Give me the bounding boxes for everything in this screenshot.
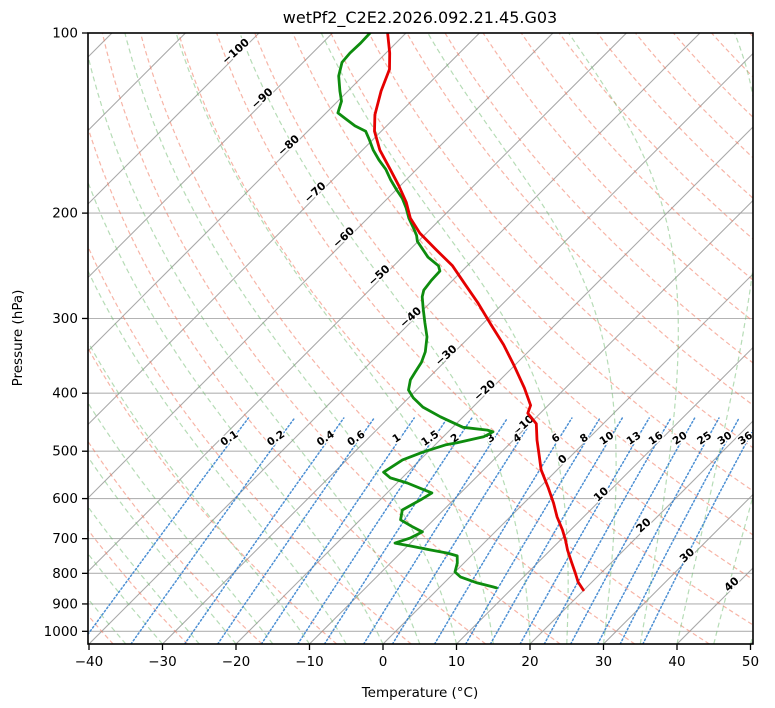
svg-text:20: 20 xyxy=(634,515,654,535)
x-axis-label: Temperature (°C) xyxy=(361,685,479,701)
svg-text:0: 0 xyxy=(379,654,388,670)
svg-text:10: 10 xyxy=(448,654,465,670)
svg-text:−90: −90 xyxy=(249,85,276,111)
chart-title: wetPf2_C2E2.2026.092.21.45.G03 xyxy=(283,8,557,28)
svg-text:30: 30 xyxy=(677,545,697,565)
svg-text:6: 6 xyxy=(550,431,563,445)
svg-text:0.2: 0.2 xyxy=(265,428,287,448)
y-axis-label: Pressure (hPa) xyxy=(10,290,26,387)
svg-text:−60: −60 xyxy=(330,224,357,250)
svg-text:700: 700 xyxy=(52,531,78,547)
svg-text:100: 100 xyxy=(52,26,78,42)
isotherm-grid xyxy=(88,33,753,644)
svg-text:900: 900 xyxy=(52,596,78,612)
svg-text:20: 20 xyxy=(521,654,538,670)
svg-text:600: 600 xyxy=(52,491,78,507)
mixing-ratio-lines xyxy=(88,417,753,644)
svg-text:0.1: 0.1 xyxy=(218,428,240,448)
x-axis: −40 −30 −20 −10 0 10 20 30 40 50 xyxy=(75,644,759,670)
svg-text:400: 400 xyxy=(52,386,78,402)
svg-text:−20: −20 xyxy=(222,654,251,670)
plot-border xyxy=(87,32,754,645)
svg-text:36: 36 xyxy=(736,429,755,447)
svg-text:50: 50 xyxy=(742,654,759,670)
svg-text:−50: −50 xyxy=(366,262,393,288)
svg-text:1: 1 xyxy=(390,431,403,445)
svg-text:200: 200 xyxy=(52,206,78,222)
svg-text:500: 500 xyxy=(52,444,78,460)
svg-text:−20: −20 xyxy=(471,377,498,403)
svg-text:300: 300 xyxy=(52,311,78,327)
svg-text:−70: −70 xyxy=(302,179,329,205)
pressure-gridlines xyxy=(88,33,753,632)
svg-text:800: 800 xyxy=(52,566,78,582)
plot-area: −100−90−80−70−60−50−40−30−20−10010203040… xyxy=(88,33,755,644)
y-axis: 100 200 300 400 500 600 700 800 900 1000 xyxy=(44,26,88,640)
svg-text:40: 40 xyxy=(668,654,685,670)
svg-text:−10: −10 xyxy=(295,654,324,670)
svg-text:−30: −30 xyxy=(433,342,460,368)
svg-text:1000: 1000 xyxy=(44,624,78,640)
svg-text:40: 40 xyxy=(722,574,742,594)
svg-text:−30: −30 xyxy=(148,654,177,670)
dewpoint-curve xyxy=(336,33,498,590)
svg-text:30: 30 xyxy=(595,654,612,670)
moist-adiabats xyxy=(88,33,753,644)
svg-text:−40: −40 xyxy=(75,654,104,670)
svg-text:16: 16 xyxy=(647,429,666,447)
svg-text:−40: −40 xyxy=(397,304,424,330)
temperature-curve xyxy=(373,33,585,592)
svg-text:1.5: 1.5 xyxy=(419,428,441,448)
